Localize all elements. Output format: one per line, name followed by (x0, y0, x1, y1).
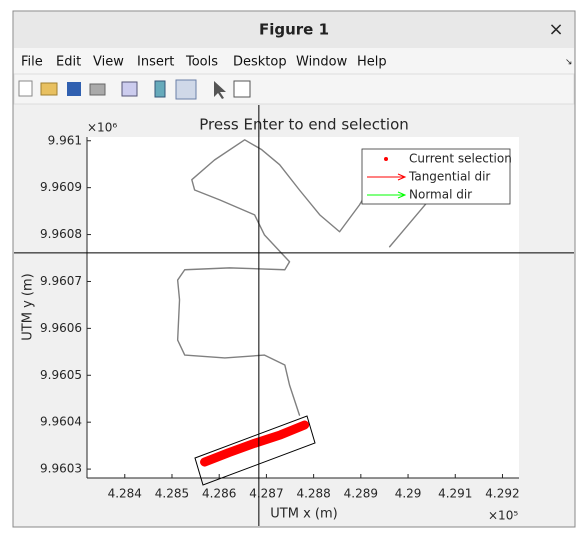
save-icon[interactable] (67, 82, 81, 96)
legend-label: Normal dir (409, 188, 472, 202)
x-tick-label: 4.289 (344, 487, 378, 501)
x-exponent: ×10⁵ (488, 509, 518, 523)
legend-icon[interactable] (175, 79, 197, 100)
y-tick-label: 9.9608 (40, 227, 82, 241)
menu-arrow[interactable]: ↘ (565, 58, 573, 68)
legend-arrowhead (397, 191, 407, 199)
x-tick-label: 4.29 (395, 487, 422, 501)
x-tick-label: 4.284 (108, 487, 142, 501)
open-icon[interactable] (40, 82, 58, 96)
y-tick-label: 9.9609 (40, 180, 82, 194)
x-tick-label: 4.287 (249, 487, 283, 501)
y-tick-label: 9.9606 (40, 321, 82, 335)
chart-title: Press Enter to end selection (199, 116, 409, 134)
legend-arrowhead (397, 173, 407, 181)
close-button[interactable]: × (548, 19, 563, 40)
menu-bar (14, 48, 574, 74)
menu-item[interactable]: File (21, 55, 43, 70)
y-tick-label: 9.9607 (40, 274, 82, 288)
title-bar (14, 12, 574, 48)
y-axis-label: UTM y (m) (21, 273, 36, 340)
trajectory (176, 139, 430, 416)
menu-item[interactable]: Tools (185, 55, 218, 70)
menu-item[interactable]: Help (357, 55, 387, 70)
x-tick-label: 4.285 (155, 487, 189, 501)
y-tick-label: 9.9603 (40, 462, 82, 476)
x-tick-label: 4.292 (485, 487, 519, 501)
selection-trace (200, 420, 310, 467)
pointer-icon[interactable] (214, 81, 226, 99)
property-icon[interactable] (233, 80, 251, 98)
menu-item[interactable]: Edit (56, 55, 81, 70)
y-exponent: ×10⁶ (87, 121, 117, 135)
menu-item[interactable]: Insert (137, 55, 174, 70)
menu-item[interactable]: Desktop (233, 55, 287, 70)
new-icon[interactable] (18, 80, 33, 97)
x-axis-label: UTM x (m) (270, 507, 337, 522)
window-title: Figure 1 (259, 21, 329, 39)
y-tick-label: 9.9605 (40, 368, 82, 382)
print-icon[interactable] (89, 83, 106, 96)
menu-item[interactable]: View (93, 55, 124, 70)
toolbar (13, 73, 575, 105)
y-tick-label: 9.9604 (40, 415, 82, 429)
legend-label: Tangential dir (408, 170, 490, 184)
link-icon[interactable] (121, 81, 138, 97)
legend-marker (384, 157, 388, 161)
menu-item[interactable]: Window (296, 55, 348, 70)
x-tick-label: 4.288 (296, 487, 330, 501)
x-tick-label: 4.291 (438, 487, 472, 501)
colorbar-icon[interactable] (154, 80, 166, 98)
legend-label: Current selection (409, 152, 512, 166)
y-tick-label: 9.961 (48, 133, 82, 147)
toolbar-icons (18, 79, 251, 100)
x-tick-label: 4.286 (202, 487, 236, 501)
selection-box (194, 415, 316, 486)
